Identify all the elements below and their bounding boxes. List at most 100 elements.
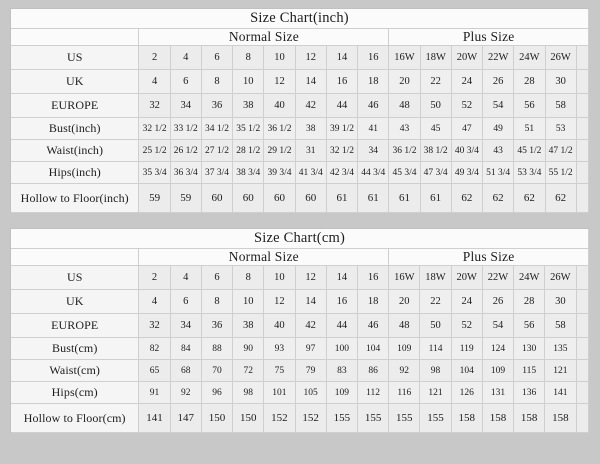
data-cell: 50 — [420, 93, 452, 118]
data-cell: 27 1/2 — [201, 139, 234, 162]
data-cell: 40 — [263, 313, 296, 338]
data-cell: 75 — [263, 359, 296, 382]
data-cell-empty — [576, 117, 590, 140]
data-cell: 32 — [138, 313, 171, 338]
data-cell: 28 — [513, 69, 546, 94]
row-label: Hips(cm) — [11, 381, 140, 404]
data-cell: 32 1/2 — [138, 117, 171, 140]
data-cell: 136 — [513, 381, 546, 404]
data-cell: 158 — [544, 403, 577, 433]
group-header-normal: Normal Size — [138, 28, 390, 46]
data-cell: 29 1/2 — [263, 139, 296, 162]
data-cell: 56 — [513, 313, 546, 338]
data-cell: 49 — [482, 117, 515, 140]
data-cell: 116 — [388, 381, 421, 404]
data-cell-empty — [576, 313, 589, 338]
data-cell: 33 1/2 — [170, 117, 202, 140]
data-cell: 42 — [295, 93, 327, 118]
data-cell: 30 — [544, 289, 577, 314]
data-cell: 91 — [138, 381, 171, 404]
data-cell: 41 — [357, 117, 390, 140]
table-row: Waist(inch) 25 1/2 26 1/2 27 1/2 28 1/2 29 1/… — [11, 139, 590, 162]
data-cell: 152 — [263, 403, 296, 433]
table-row: UK 4 6 8 10 12 14 16 18 20 22 24 26 28 30 — [11, 69, 590, 94]
data-cell: 18W — [420, 45, 452, 70]
data-cell: 158 — [513, 403, 546, 433]
data-cell: 115 — [513, 359, 546, 382]
data-cell: 4 — [170, 45, 202, 70]
data-cell: 18 — [357, 289, 390, 314]
data-cell: 119 — [451, 337, 483, 360]
table-row: UK 4 6 8 10 12 14 16 18 20 22 24 26 28 30 — [11, 289, 589, 314]
data-cell: 22 — [420, 69, 452, 94]
data-cell: 18 — [357, 69, 390, 94]
row-label: UK — [11, 69, 140, 94]
data-cell: 8 — [232, 265, 265, 290]
data-cell: 48 — [388, 93, 421, 118]
data-cell: 109 — [326, 381, 358, 404]
row-label: EUROPE — [11, 93, 140, 118]
data-cell: 40 — [263, 93, 296, 118]
data-cell: 121 — [544, 359, 577, 382]
data-cell: 35 1/2 — [232, 117, 265, 140]
data-cell: 86 — [357, 359, 390, 382]
data-cell: 38 3/4 — [232, 161, 265, 184]
table-row: Bust(cm) 82 84 88 90 93 97 100 104 109 114 119 124 13… — [11, 337, 589, 360]
data-cell: 124 — [482, 337, 515, 360]
table-row: US 2 4 6 8 10 12 14 16 16W 18W 20W 22W 24W 26W — [11, 45, 590, 70]
data-cell: 147 — [170, 403, 202, 433]
data-cell: 20 — [388, 289, 421, 314]
data-cell: 112 — [357, 381, 390, 404]
data-cell: 38 — [295, 117, 327, 140]
data-cell: 97 — [295, 337, 327, 360]
data-cell: 8 — [232, 45, 265, 70]
row-label: Waist(inch) — [11, 139, 140, 162]
data-cell: 16W — [388, 45, 421, 70]
row-label: Hollow to Floor(inch) — [11, 183, 140, 213]
data-cell: 12 — [263, 69, 296, 94]
table-row: US 2 4 6 8 10 12 14 16 16W 18W 20W 22W 24W 26W — [11, 265, 589, 290]
data-cell: 62 — [482, 183, 515, 213]
data-cell: 34 — [170, 93, 202, 118]
data-cell: 4 — [138, 69, 171, 94]
data-cell: 155 — [419, 403, 452, 433]
data-cell: 16W — [388, 265, 421, 290]
data-cell: 70 — [201, 359, 234, 382]
data-cell: 34 — [170, 313, 202, 338]
row-label: US — [11, 265, 140, 290]
data-cell: 52 — [451, 93, 484, 118]
data-cell: 10 — [232, 69, 265, 94]
data-cell: 61 — [420, 183, 452, 213]
data-cell: 36 3/4 — [170, 161, 202, 184]
data-cell: 22 — [419, 289, 452, 314]
data-cell: 50 — [419, 313, 452, 338]
data-cell: 49 3/4 — [451, 161, 484, 184]
data-cell: 62 — [545, 183, 577, 213]
title-row: Size Chart(cm) — [11, 229, 589, 249]
data-cell: 92 — [388, 359, 421, 382]
data-cell: 98 — [419, 359, 452, 382]
row-label: Hips(inch) — [11, 161, 140, 184]
group-header-row: Normal Size Plus Size — [11, 248, 589, 266]
data-cell: 43 — [388, 117, 421, 140]
data-cell: 109 — [482, 359, 515, 382]
data-cell: 2 — [138, 45, 171, 70]
data-cell: 60 — [263, 183, 296, 213]
data-cell: 46 — [357, 313, 390, 338]
table-row: Hollow to Floor(cm) 141 147 150 150 152 152 155… — [11, 403, 589, 433]
chart-title: Size Chart(cm) — [11, 229, 589, 249]
title-row: Size Chart(inch) — [11, 9, 589, 29]
data-cell: 16 — [357, 45, 390, 70]
data-cell-empty — [576, 381, 589, 404]
data-cell: 12 — [295, 265, 327, 290]
data-cell: 36 1/2 — [263, 117, 296, 140]
table-row: EUROPE 32 34 36 38 40 42 44 46 48 50 52 54 56 58 — [11, 313, 589, 338]
data-cell: 4 — [138, 289, 171, 314]
data-cell: 45 — [420, 117, 452, 140]
row-label: UK — [11, 289, 140, 314]
data-cell: 10 — [263, 265, 296, 290]
data-cell: 36 — [201, 93, 234, 118]
data-cell: 45 1/2 — [513, 139, 546, 162]
data-cell: 47 — [451, 117, 484, 140]
data-cell: 65 — [138, 359, 171, 382]
